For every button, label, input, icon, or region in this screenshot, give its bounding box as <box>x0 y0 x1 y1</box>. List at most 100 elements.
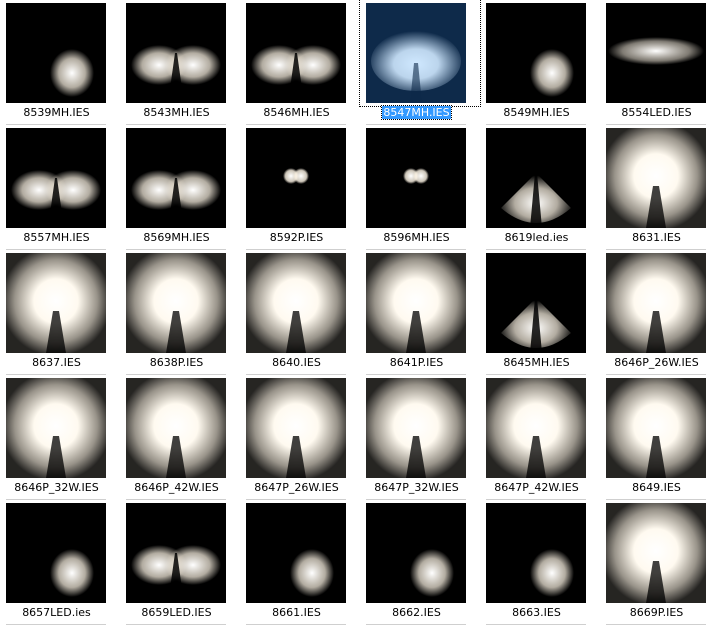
wide-blue-icon <box>366 3 466 103</box>
divider <box>606 374 706 375</box>
file-thumbnail[interactable]: 8569MH.IES <box>120 125 240 250</box>
file-thumbnail[interactable]: 8546MH.IES <box>240 0 360 125</box>
divider <box>6 624 106 625</box>
large-bulb-icon <box>126 253 226 353</box>
divider <box>6 499 106 500</box>
divider <box>366 249 466 250</box>
file-thumbnail[interactable]: 8549MH.IES <box>480 0 600 125</box>
small-heart-icon <box>366 128 466 228</box>
thumbnail-frame <box>0 250 120 356</box>
large-bulb-icon <box>606 128 706 228</box>
file-thumbnail[interactable]: 8543MH.IES <box>120 0 240 125</box>
file-thumbnail[interactable]: 8645MH.IES <box>480 250 600 375</box>
divider <box>366 374 466 375</box>
file-thumbnail[interactable]: 8661.IES <box>240 500 360 625</box>
spot-right-icon <box>246 503 346 603</box>
divider <box>486 249 586 250</box>
thumbnail-frame <box>360 250 480 356</box>
file-thumbnail[interactable]: 8640.IES <box>240 250 360 375</box>
thumbnail-frame <box>600 250 720 356</box>
file-thumbnail[interactable]: 8647P_32W.IES <box>360 375 480 500</box>
small-heart-icon <box>246 128 346 228</box>
file-thumbnail[interactable]: 8547MH.IES <box>359 0 481 125</box>
spot-right-icon <box>6 3 106 103</box>
cone-icon <box>486 253 586 353</box>
file-name: 8646P_32W.IES <box>14 481 99 494</box>
large-bulb-icon <box>6 253 106 353</box>
divider <box>606 124 706 125</box>
file-thumbnail[interactable]: 8647P_26W.IES <box>240 375 360 500</box>
spot-right-icon <box>486 3 586 103</box>
divider <box>486 624 586 625</box>
file-name: 8549MH.IES <box>503 106 570 119</box>
thumbnail-frame <box>359 0 481 107</box>
large-bulb-icon <box>606 503 706 603</box>
file-thumbnail[interactable]: 8647P_42W.IES <box>480 375 600 500</box>
divider <box>126 249 226 250</box>
file-thumbnail[interactable]: 8638P.IES <box>120 250 240 375</box>
thumbnail-frame <box>120 125 240 231</box>
file-thumbnail[interactable]: 8646P_42W.IES <box>120 375 240 500</box>
file-thumbnail[interactable]: 8631.IES <box>600 125 720 250</box>
thumbnail-frame <box>0 375 120 481</box>
flat-beam-icon <box>606 3 706 103</box>
file-thumbnail[interactable]: 8646P_32W.IES <box>0 375 120 500</box>
large-bulb-icon <box>366 378 466 478</box>
file-thumbnail[interactable]: 8669P.IES <box>600 500 720 625</box>
large-bulb-icon <box>246 253 346 353</box>
thumbnail-frame <box>240 0 360 106</box>
file-name: 8619led.ies <box>504 231 569 244</box>
thumbnail-frame <box>120 250 240 356</box>
file-thumbnail[interactable]: 8637.IES <box>0 250 120 375</box>
divider <box>126 124 226 125</box>
file-name: 8647P_26W.IES <box>254 481 339 494</box>
file-thumbnail[interactable]: 8662.IES <box>360 500 480 625</box>
file-thumbnail[interactable]: 8554LED.IES <box>600 0 720 125</box>
thumbnail-frame <box>240 125 360 231</box>
divider <box>486 499 586 500</box>
thumbnail-frame <box>600 500 720 606</box>
thumbnail-frame <box>0 125 120 231</box>
file-name: 8631.IES <box>632 231 681 244</box>
file-thumbnail[interactable]: 8539MH.IES <box>0 0 120 125</box>
file-thumbnail[interactable]: 8646P_26W.IES <box>600 250 720 375</box>
thumbnail-frame <box>480 375 600 481</box>
file-name: 8554LED.IES <box>621 106 692 119</box>
twin-lobe-icon <box>126 3 226 103</box>
file-thumbnail[interactable]: 8657LED.ies <box>0 500 120 625</box>
file-thumbnail[interactable]: 8557MH.IES <box>0 125 120 250</box>
large-bulb-icon <box>6 378 106 478</box>
file-name: 8592P.IES <box>269 231 324 244</box>
file-name: 8647P_32W.IES <box>374 481 459 494</box>
divider <box>246 624 346 625</box>
file-name: 8662.IES <box>392 606 441 619</box>
divider <box>6 249 106 250</box>
twin-lobe-icon <box>6 128 106 228</box>
large-bulb-icon <box>126 378 226 478</box>
thumbnail-frame <box>480 0 600 106</box>
file-name: 8638P.IES <box>149 356 204 369</box>
large-bulb-icon <box>246 378 346 478</box>
file-thumbnail[interactable]: 8649.IES <box>600 375 720 500</box>
file-thumbnail[interactable]: 8663.IES <box>480 500 600 625</box>
large-bulb-icon <box>366 253 466 353</box>
file-thumbnail[interactable]: 8659LED.IES <box>120 500 240 625</box>
divider <box>246 374 346 375</box>
file-name: 8547MH.IES <box>381 105 452 120</box>
divider <box>366 124 466 125</box>
file-thumbnail[interactable]: 8641P.IES <box>360 250 480 375</box>
divider <box>366 624 466 625</box>
file-thumbnail[interactable]: 8596MH.IES <box>360 125 480 250</box>
divider <box>606 624 706 625</box>
thumbnail-frame <box>480 125 600 231</box>
large-bulb-icon <box>486 378 586 478</box>
thumbnail-frame <box>600 0 720 106</box>
file-name: 8557MH.IES <box>23 231 90 244</box>
file-name: 8596MH.IES <box>383 231 450 244</box>
file-thumbnail[interactable]: 8592P.IES <box>240 125 360 250</box>
file-name: 8649.IES <box>632 481 681 494</box>
divider <box>6 374 106 375</box>
spot-right-icon <box>6 503 106 603</box>
divider <box>246 124 346 125</box>
file-thumbnail[interactable]: 8619led.ies <box>480 125 600 250</box>
